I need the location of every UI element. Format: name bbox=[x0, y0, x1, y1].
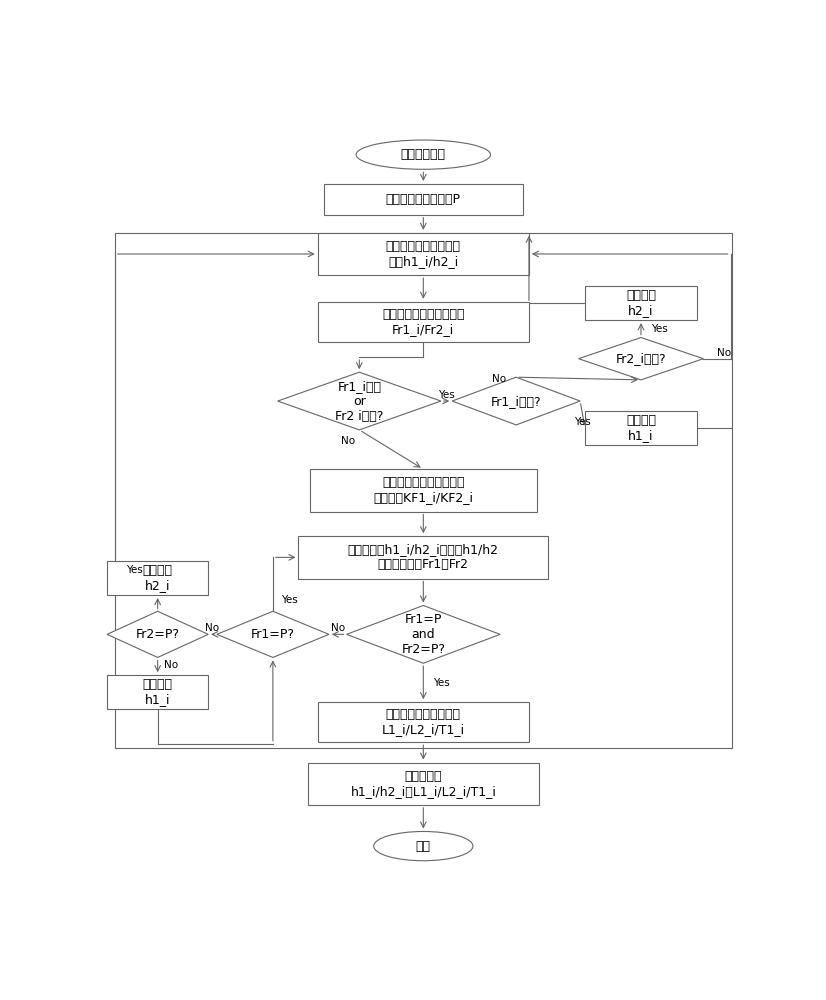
Polygon shape bbox=[278, 372, 441, 430]
Bar bbox=[324, 184, 523, 215]
Bar bbox=[298, 536, 548, 579]
Bar bbox=[107, 561, 208, 595]
Text: Fr1=P
and
Fr2=P?: Fr1=P and Fr2=P? bbox=[401, 613, 445, 656]
Text: No: No bbox=[206, 623, 220, 633]
Text: 给定第二道次轧制力P: 给定第二道次轧制力P bbox=[386, 193, 461, 206]
Text: 计算第一道次所需轧制力
Fr1_i/Fr2_i: 计算第一道次所需轧制力 Fr1_i/Fr2_i bbox=[382, 308, 464, 336]
Text: Yes: Yes bbox=[281, 595, 297, 605]
Polygon shape bbox=[578, 338, 704, 380]
Bar bbox=[318, 233, 529, 275]
Text: 设定计算开始: 设定计算开始 bbox=[401, 148, 446, 161]
Text: Fr1_i超限
or
Fr2 i超限?: Fr1_i超限 or Fr2 i超限? bbox=[335, 380, 383, 423]
Text: Fr2=P?: Fr2=P? bbox=[135, 628, 180, 641]
Text: Fr1_i超限?: Fr1_i超限? bbox=[491, 395, 542, 408]
Text: Fr1=P?: Fr1=P? bbox=[251, 628, 295, 641]
Text: 预设第一道次出口的厚
度：h1_i/h2_i: 预设第一道次出口的厚 度：h1_i/h2_i bbox=[386, 240, 461, 268]
Polygon shape bbox=[217, 611, 329, 657]
Bar bbox=[308, 763, 539, 805]
Text: No: No bbox=[492, 374, 506, 384]
Text: No: No bbox=[330, 623, 344, 633]
Bar bbox=[107, 675, 208, 709]
Text: 重新设定
h2_i: 重新设定 h2_i bbox=[143, 564, 173, 592]
Ellipse shape bbox=[356, 140, 491, 169]
Polygon shape bbox=[452, 377, 580, 425]
Text: 结束: 结束 bbox=[415, 840, 431, 853]
Polygon shape bbox=[347, 605, 501, 663]
Polygon shape bbox=[107, 611, 208, 657]
Bar bbox=[318, 702, 529, 742]
Text: 输出设定值
h1_i/h2_i及L1_i/L2_i/T1_i: 输出设定值 h1_i/h2_i及L1_i/L2_i/T1_i bbox=[350, 770, 496, 798]
Text: No: No bbox=[718, 348, 732, 358]
Text: 重新设定
h2_i: 重新设定 h2_i bbox=[626, 289, 656, 317]
Text: Fr2_i超限?: Fr2_i超限? bbox=[615, 352, 667, 365]
Text: No: No bbox=[340, 436, 355, 446]
Bar bbox=[585, 411, 697, 445]
Bar bbox=[115, 233, 732, 748]
Text: No: No bbox=[164, 660, 178, 670]
Bar bbox=[318, 302, 529, 342]
Ellipse shape bbox=[373, 831, 473, 861]
Text: Yes: Yes bbox=[433, 678, 449, 688]
Text: 根据体积不变原则计算
L1_i/L2_i/T1_i: 根据体积不变原则计算 L1_i/L2_i/T1_i bbox=[382, 708, 465, 736]
Text: 重新设定
h1_i: 重新设定 h1_i bbox=[626, 414, 656, 442]
Text: 计算第一道次出口带材的
变形抗力KF1_i/KF2_i: 计算第一道次出口带材的 变形抗力KF1_i/KF2_i bbox=[373, 476, 473, 504]
Text: Yes: Yes bbox=[438, 390, 455, 400]
Bar bbox=[585, 286, 697, 320]
Text: Yes: Yes bbox=[126, 565, 143, 575]
Bar bbox=[310, 469, 537, 512]
Text: 计算带材由h1_i/h2_i轧制到h1/h2
所需的轧制力Fr1、Fr2: 计算带材由h1_i/h2_i轧制到h1/h2 所需的轧制力Fr1、Fr2 bbox=[348, 543, 499, 571]
Text: Yes: Yes bbox=[574, 417, 591, 427]
Text: Yes: Yes bbox=[651, 324, 667, 334]
Text: 重新设定
h1_i: 重新设定 h1_i bbox=[143, 678, 173, 706]
